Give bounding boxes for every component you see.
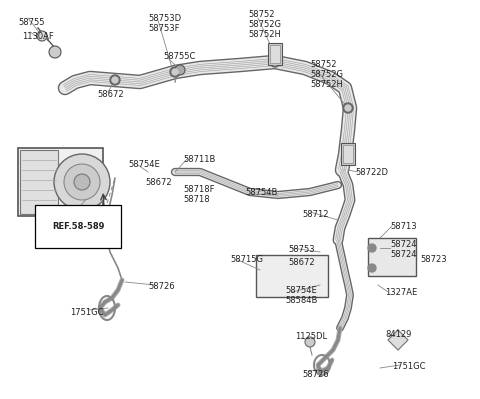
Text: 58672: 58672: [288, 258, 314, 267]
Polygon shape: [388, 330, 408, 350]
Bar: [268, 43, 282, 65]
Circle shape: [270, 57, 280, 67]
Bar: [343, 145, 353, 163]
Circle shape: [305, 337, 315, 347]
Circle shape: [272, 59, 278, 65]
Circle shape: [49, 46, 61, 58]
Text: 58672: 58672: [145, 178, 172, 187]
Text: 58753D
58753F: 58753D 58753F: [148, 14, 181, 33]
Circle shape: [345, 105, 351, 111]
Bar: [341, 143, 355, 165]
Circle shape: [64, 164, 100, 200]
Text: 1751GC: 1751GC: [70, 308, 104, 317]
Text: 84129: 84129: [385, 330, 411, 339]
Text: 58755C: 58755C: [163, 52, 195, 61]
Text: 1125DL: 1125DL: [295, 332, 327, 341]
Text: 58754B: 58754B: [245, 188, 277, 197]
Circle shape: [74, 174, 90, 190]
FancyBboxPatch shape: [256, 255, 328, 297]
FancyBboxPatch shape: [368, 238, 416, 276]
Circle shape: [37, 31, 47, 41]
Text: 58752
58752G
58752H: 58752 58752G 58752H: [310, 60, 343, 89]
Text: 58753: 58753: [288, 245, 314, 254]
Bar: [270, 45, 280, 63]
Circle shape: [368, 264, 376, 272]
Text: 58712: 58712: [302, 210, 328, 219]
Text: 58726: 58726: [302, 370, 329, 379]
Text: 1751GC: 1751GC: [392, 362, 425, 371]
Circle shape: [54, 154, 110, 210]
Text: 58754E: 58754E: [128, 160, 160, 169]
Text: REF.58-589: REF.58-589: [52, 222, 104, 231]
Text: 58724
58724: 58724 58724: [390, 240, 417, 259]
Text: 1327AE: 1327AE: [385, 288, 417, 297]
Circle shape: [112, 77, 118, 83]
Text: 58752
58752G
58752H: 58752 58752G 58752H: [248, 10, 281, 39]
Bar: [20, 150, 58, 214]
Circle shape: [343, 103, 353, 113]
Circle shape: [368, 244, 376, 252]
Text: 58713: 58713: [390, 222, 417, 231]
Text: 58711B: 58711B: [183, 155, 216, 164]
Text: 58718F
58718: 58718F 58718: [183, 185, 215, 204]
Circle shape: [175, 65, 185, 75]
Text: 58726: 58726: [148, 282, 175, 291]
Circle shape: [170, 67, 180, 77]
Text: 58755: 58755: [18, 18, 45, 27]
Text: 58672: 58672: [97, 90, 124, 99]
Text: 1130AF: 1130AF: [22, 32, 54, 41]
FancyBboxPatch shape: [18, 148, 103, 216]
Text: 58715G: 58715G: [230, 255, 263, 264]
Circle shape: [110, 75, 120, 85]
Text: 58722D: 58722D: [355, 168, 388, 177]
Text: 58754E
58584B: 58754E 58584B: [285, 286, 317, 305]
Text: 58723: 58723: [420, 255, 446, 264]
Circle shape: [172, 69, 178, 75]
